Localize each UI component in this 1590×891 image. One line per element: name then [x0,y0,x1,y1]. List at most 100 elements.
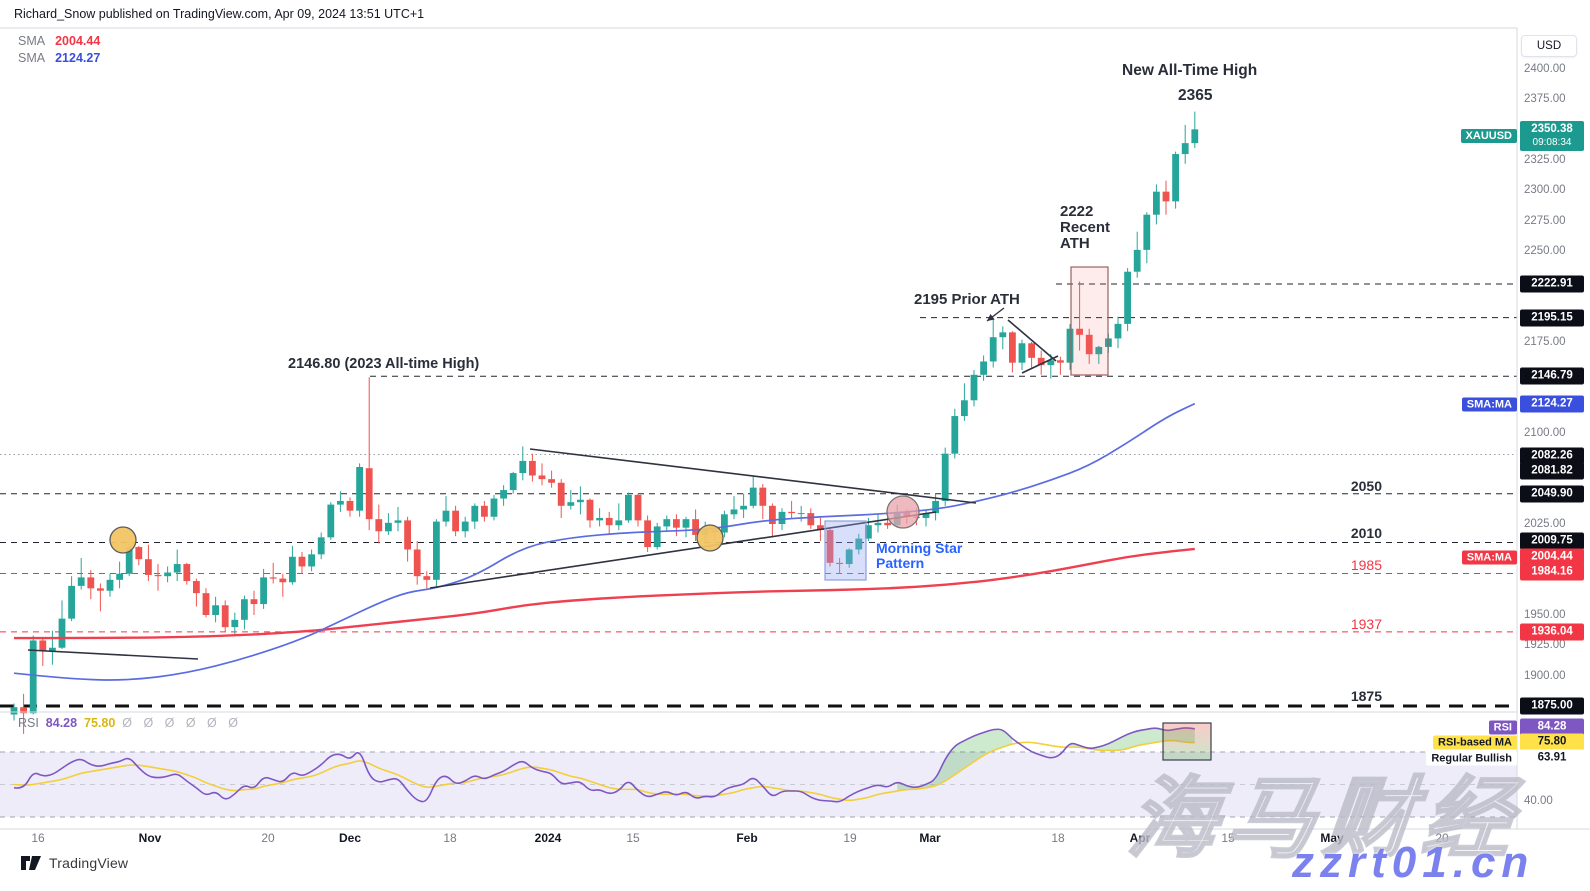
candle-body [557,482,565,506]
highlight-circle-2[interactable] [886,495,920,529]
candle-body [961,400,968,417]
trendline-0[interactable] [27,649,199,660]
price-tick-2325.00: 2325.00 [1524,154,1566,167]
axis-badge-tag-SMA:MA: SMA:MA [1461,550,1517,564]
candle-body [116,573,123,580]
sma-fast-legend-row[interactable]: SMA 2004.44 [18,33,100,50]
candle-body [49,647,56,652]
candle-body [279,578,287,583]
axis-badge-value-1936.04: 1936.04 [1520,623,1584,641]
watermark-url: zzrt01.cn [1292,838,1535,887]
axis-badge-row-2004.44: SMA:MA 2004.44 [0,548,1584,566]
time-tick-2024: 2024 [534,831,562,845]
price-tick-1950.00: 1950.00 [1524,608,1566,621]
time-tick-20: 20 [261,831,275,845]
candle-body [317,537,325,555]
candle-body [509,473,517,491]
highlight-circle-0[interactable] [109,526,137,554]
price-tick-2025.00: 2025.00 [1524,518,1566,531]
time-tick-May: May [1320,831,1344,845]
candle-body [1047,360,1055,366]
candle-body [20,707,27,714]
tradingview-logo-icon [21,856,41,870]
annotation-new-ath-title[interactable]: New All-Time High [1122,62,1258,79]
annotation-morning-star-line1: Morning Star [876,540,963,556]
axis-badge-row-2049.90: 2049.90 [0,485,1584,503]
rsi-line[interactable] [13,727,1195,803]
candle-body [586,499,594,521]
level-label-1985[interactable]: 1985 [1350,557,1382,573]
axis-badge-value-2004.44: 2004.44 [1520,548,1584,566]
axis-badge-tag-SMA:MA: SMA:MA [1461,397,1517,411]
candle-body [769,505,776,525]
candle-body [1153,191,1160,215]
axis-badge-value-2222.91: 2222.91 [1520,275,1584,293]
level-label-2010[interactable]: 2010 [1350,525,1382,541]
tradingview-footer-link[interactable]: TradingView [20,854,128,872]
highlight-box-0[interactable] [824,520,867,581]
trendline-1[interactable] [529,448,977,504]
axis-badge-tag-RSI-based MA: RSI-based MA [1433,735,1517,749]
rsi-highlight-box[interactable] [1162,722,1212,761]
candle-body [1114,323,1122,339]
candle-body [125,547,133,574]
annotation-prior-ath[interactable]: 2195 Prior ATH [914,291,1020,308]
candle-body [97,588,104,591]
rsi-ma-value: 75.80 [84,716,116,730]
axis-badge-row-75.80: RSI-based MA 75.80 [0,733,1584,751]
highlight-box-1[interactable] [1070,266,1109,376]
candle-body [365,468,373,520]
candle-body [413,549,421,577]
level-label-2050[interactable]: 2050 [1350,478,1382,494]
candle-body [865,525,872,539]
candle-body [836,562,843,565]
annotation-new-ath-value[interactable]: 2365 [1178,87,1213,104]
sma-slow-line[interactable] [13,402,1196,681]
rsi-ma-line[interactable] [13,739,1195,802]
candle-body [538,475,546,480]
candle-body [433,521,440,580]
indicator-legend[interactable]: SMA 2004.44 SMA 2124.27 [18,33,100,67]
annotation-morning-star[interactable]: Morning Star Pattern [876,541,962,571]
trendline-3[interactable] [1007,319,1057,362]
candle-body [1076,328,1083,335]
time-tick-20: 20 [1435,831,1449,845]
level-label-1937[interactable]: 1937 [1350,616,1382,632]
time-tick-Feb: Feb [736,831,758,845]
currency-selector-button[interactable]: USD [1521,35,1577,57]
candle-body [941,453,949,501]
axis-badge-tag-XAUUSD: XAUUSD [1460,129,1517,143]
candle-body [884,522,891,526]
trendline-4[interactable] [1021,355,1059,374]
rsi-legend-row[interactable]: RSI 84.28 75.80 Ø Ø Ø Ø Ø Ø [18,716,242,730]
rsi-tick-40.00: 40.00 [1524,795,1553,807]
candle-body [404,520,411,550]
axis-badge-row-1984.16: 1984.16 [0,563,1584,581]
annotation-recent-ath[interactable]: 2222 Recent ATH [1060,204,1110,252]
sma-slow-legend-row[interactable]: SMA 2124.27 [18,50,100,67]
candle-body [471,505,479,522]
price-tick-2250.00: 2250.00 [1524,245,1566,258]
level-label-1875[interactable]: 1875 [1350,688,1382,704]
sma-fast-line[interactable] [13,547,1195,640]
candle-body [154,574,162,577]
candle-body [452,510,459,532]
candle-body [461,521,469,532]
candle-body [1143,214,1151,250]
axis-badge-row-2081.82: 2081.82 [0,462,1584,480]
candle-body [989,337,997,362]
publisher-line: Richard_Snow published on TradingView.co… [14,7,425,21]
annotation-2023-ath[interactable]: 2146.80 (2023 All-time High) [288,356,480,372]
candles-layer[interactable] [10,111,1199,734]
candle-body [10,707,18,715]
candle-body [442,510,450,522]
rsi-label: RSI [18,716,39,730]
trendline-2[interactable] [429,511,937,589]
candle-body [39,640,47,652]
highlight-circle-1[interactable] [696,524,724,552]
candle-body [173,564,181,573]
axis-badge-value-2081.82: 2081.82 [1520,462,1584,480]
candle-body [826,530,834,563]
time-tick-15: 15 [626,831,640,845]
